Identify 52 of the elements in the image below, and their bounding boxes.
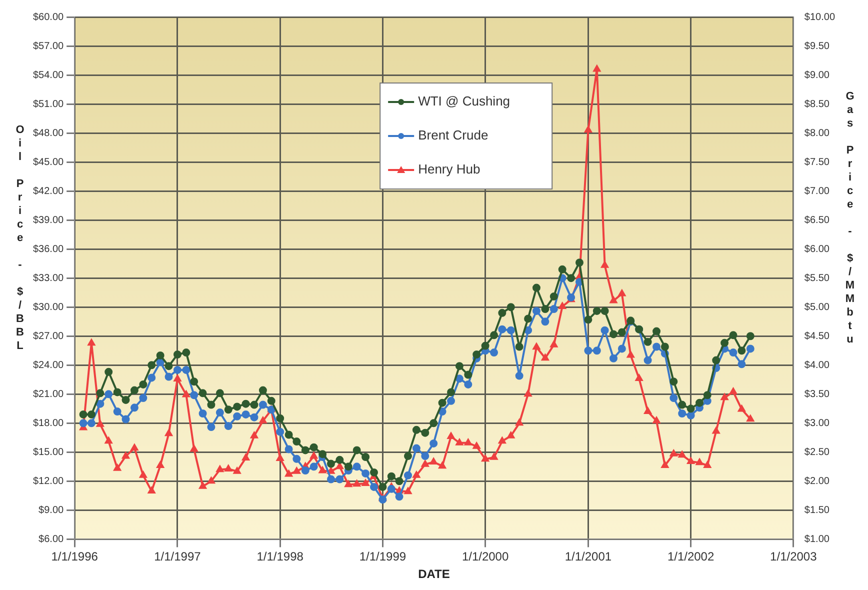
y-tick-label: $6.00: [38, 534, 64, 545]
y2-tick-label: $3.00: [804, 418, 830, 429]
y-tick-label: $39.00: [32, 214, 64, 226]
legend-label: Henry Hub: [418, 162, 480, 177]
y2-tick-label: $6.00: [804, 244, 830, 255]
y-tick-label: $45.00: [32, 156, 64, 168]
y2-tick-label: $8.00: [804, 128, 830, 139]
y-tick-label: $9.00: [38, 504, 64, 516]
y-tick-label: $21.00: [32, 388, 64, 400]
x-tick-label: 1/1/2000: [462, 550, 509, 564]
y-tick-label: $27.00: [32, 330, 64, 342]
x-tick-label: 1/1/2003: [770, 550, 818, 564]
y2-tick-label: $8.50: [804, 98, 830, 110]
y-tick-label: $51.00: [32, 98, 64, 110]
y2-tick-label: $3.50: [804, 388, 830, 400]
x-tick-label: 1/1/1998: [256, 550, 304, 564]
y2-tick-label: $7.00: [804, 186, 830, 197]
y2-tick-label: $5.00: [804, 302, 830, 313]
y2-tick-label: $9.00: [804, 70, 830, 81]
y2-tick-label: $5.50: [804, 272, 830, 284]
y-tick-label: $54.00: [32, 70, 64, 81]
x-tick-label: 1/1/1997: [154, 550, 202, 564]
y-tick-label: $36.00: [32, 244, 64, 255]
y-tick-label: $48.00: [32, 128, 64, 139]
legend-label: Brent Crude: [418, 128, 488, 143]
y-tick-label: $33.00: [32, 272, 64, 284]
x-tick-label: 1/1/1996: [51, 550, 98, 564]
text: Oil Price - $/BBL: [16, 124, 24, 352]
y-tick-label: $12.00: [32, 476, 64, 487]
y2-tick-label: $10.00: [804, 12, 836, 23]
y-tick-label: $60.00: [32, 12, 64, 23]
y2-tick-label: $2.00: [804, 476, 830, 487]
x-tick-label: 1/1/2002: [667, 550, 714, 564]
y-tick-label: $18.00: [32, 418, 64, 429]
y-tick-label: $30.00: [32, 302, 64, 313]
legend-label: WTI @ Cushing: [418, 94, 510, 109]
x-axis-title: DATE: [418, 567, 450, 582]
y2-tick-label: $6.50: [804, 214, 830, 226]
y-tick-label: $24.00: [32, 360, 64, 371]
y2-tick-label: $9.50: [804, 40, 830, 52]
x-tick-label: 1/1/1999: [359, 550, 406, 564]
y2-tick-label: $4.50: [804, 330, 830, 342]
y-tick-label: $42.00: [32, 186, 64, 197]
y2-tick-label: $7.50: [804, 156, 830, 168]
x-tick-label: 1/1/2001: [564, 550, 612, 564]
y-tick-label: $15.00: [32, 446, 64, 458]
text: Gas Price - $/MMbtu: [845, 90, 855, 346]
y-tick-label: $57.00: [32, 40, 64, 52]
y2-tick-label: $1.50: [804, 504, 830, 516]
y2-tick-label: $2.50: [804, 446, 830, 458]
y2-tick-label: $1.00: [804, 534, 830, 545]
y2-tick-label: $4.00: [804, 360, 830, 371]
